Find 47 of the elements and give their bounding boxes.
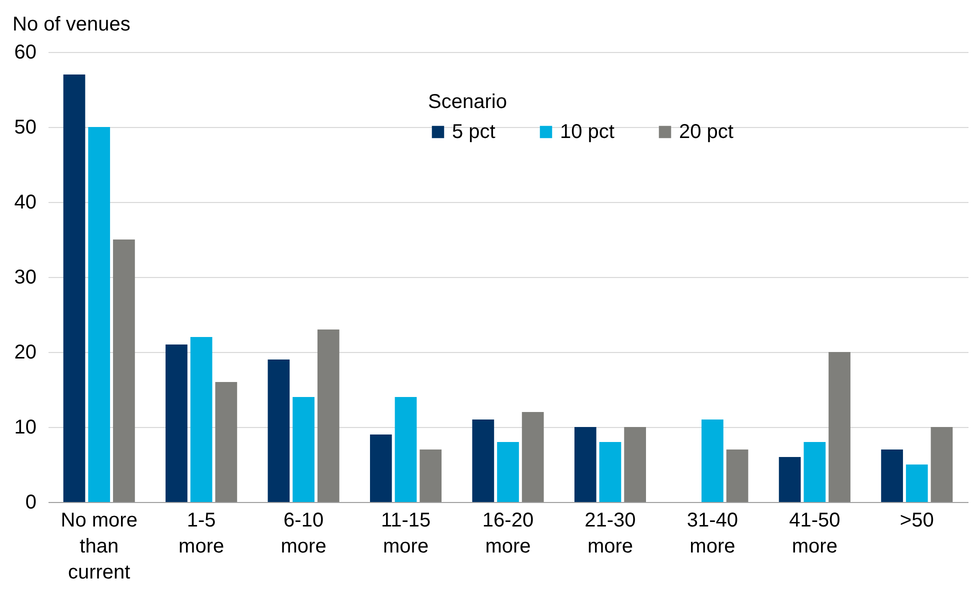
bar: [804, 442, 826, 502]
x-tick-label: 31-40 more: [686, 510, 738, 558]
y-axis-title: No of venues: [12, 14, 130, 36]
y-tick-label: 0: [25, 492, 36, 514]
x-tick-label: 41-50 more: [789, 510, 840, 558]
y-tick-label: 30: [14, 266, 36, 288]
bar: [828, 352, 850, 502]
y-tick-label: 60: [14, 42, 36, 64]
bar: [726, 450, 748, 502]
bar: [317, 330, 340, 502]
bar: [574, 427, 596, 502]
y-tick-label: 20: [14, 342, 36, 364]
bar: [599, 442, 622, 502]
legend-label: 20 pct: [679, 121, 734, 143]
bar: [190, 337, 212, 502]
bar: [370, 434, 392, 502]
bar: [930, 427, 953, 502]
x-tick-label: >50: [900, 510, 934, 532]
bar: [497, 442, 519, 502]
bar: [702, 420, 724, 502]
bar: [63, 74, 86, 502]
bar: [778, 457, 801, 502]
bar: [215, 382, 238, 502]
x-tick-label: No more than current: [60, 510, 138, 584]
x-tick-label: 21-30 more: [584, 510, 636, 558]
bar: [166, 344, 188, 502]
bar: [113, 240, 135, 502]
legend-title: Scenario: [428, 91, 507, 113]
legend-label: 10 pct: [560, 121, 615, 143]
bar: [420, 450, 442, 502]
bar: [292, 397, 314, 502]
legend-label: 5 pct: [452, 121, 496, 143]
bar: [906, 464, 928, 502]
y-tick-label: 50: [14, 116, 36, 138]
bar: [88, 127, 110, 502]
bar: [881, 450, 903, 502]
x-tick-label: 1-5 more: [178, 510, 224, 558]
bar: [472, 420, 494, 502]
bar: [268, 360, 290, 502]
x-tick-label: 6-10 more: [280, 510, 326, 558]
bar: [394, 397, 417, 502]
x-tick-label: 11-15 more: [380, 510, 431, 558]
y-tick-label: 10: [14, 416, 36, 438]
y-tick-label: 40: [14, 192, 36, 214]
bar: [624, 427, 646, 502]
bar: [522, 412, 544, 502]
x-tick-label: 16-20 more: [482, 510, 534, 558]
